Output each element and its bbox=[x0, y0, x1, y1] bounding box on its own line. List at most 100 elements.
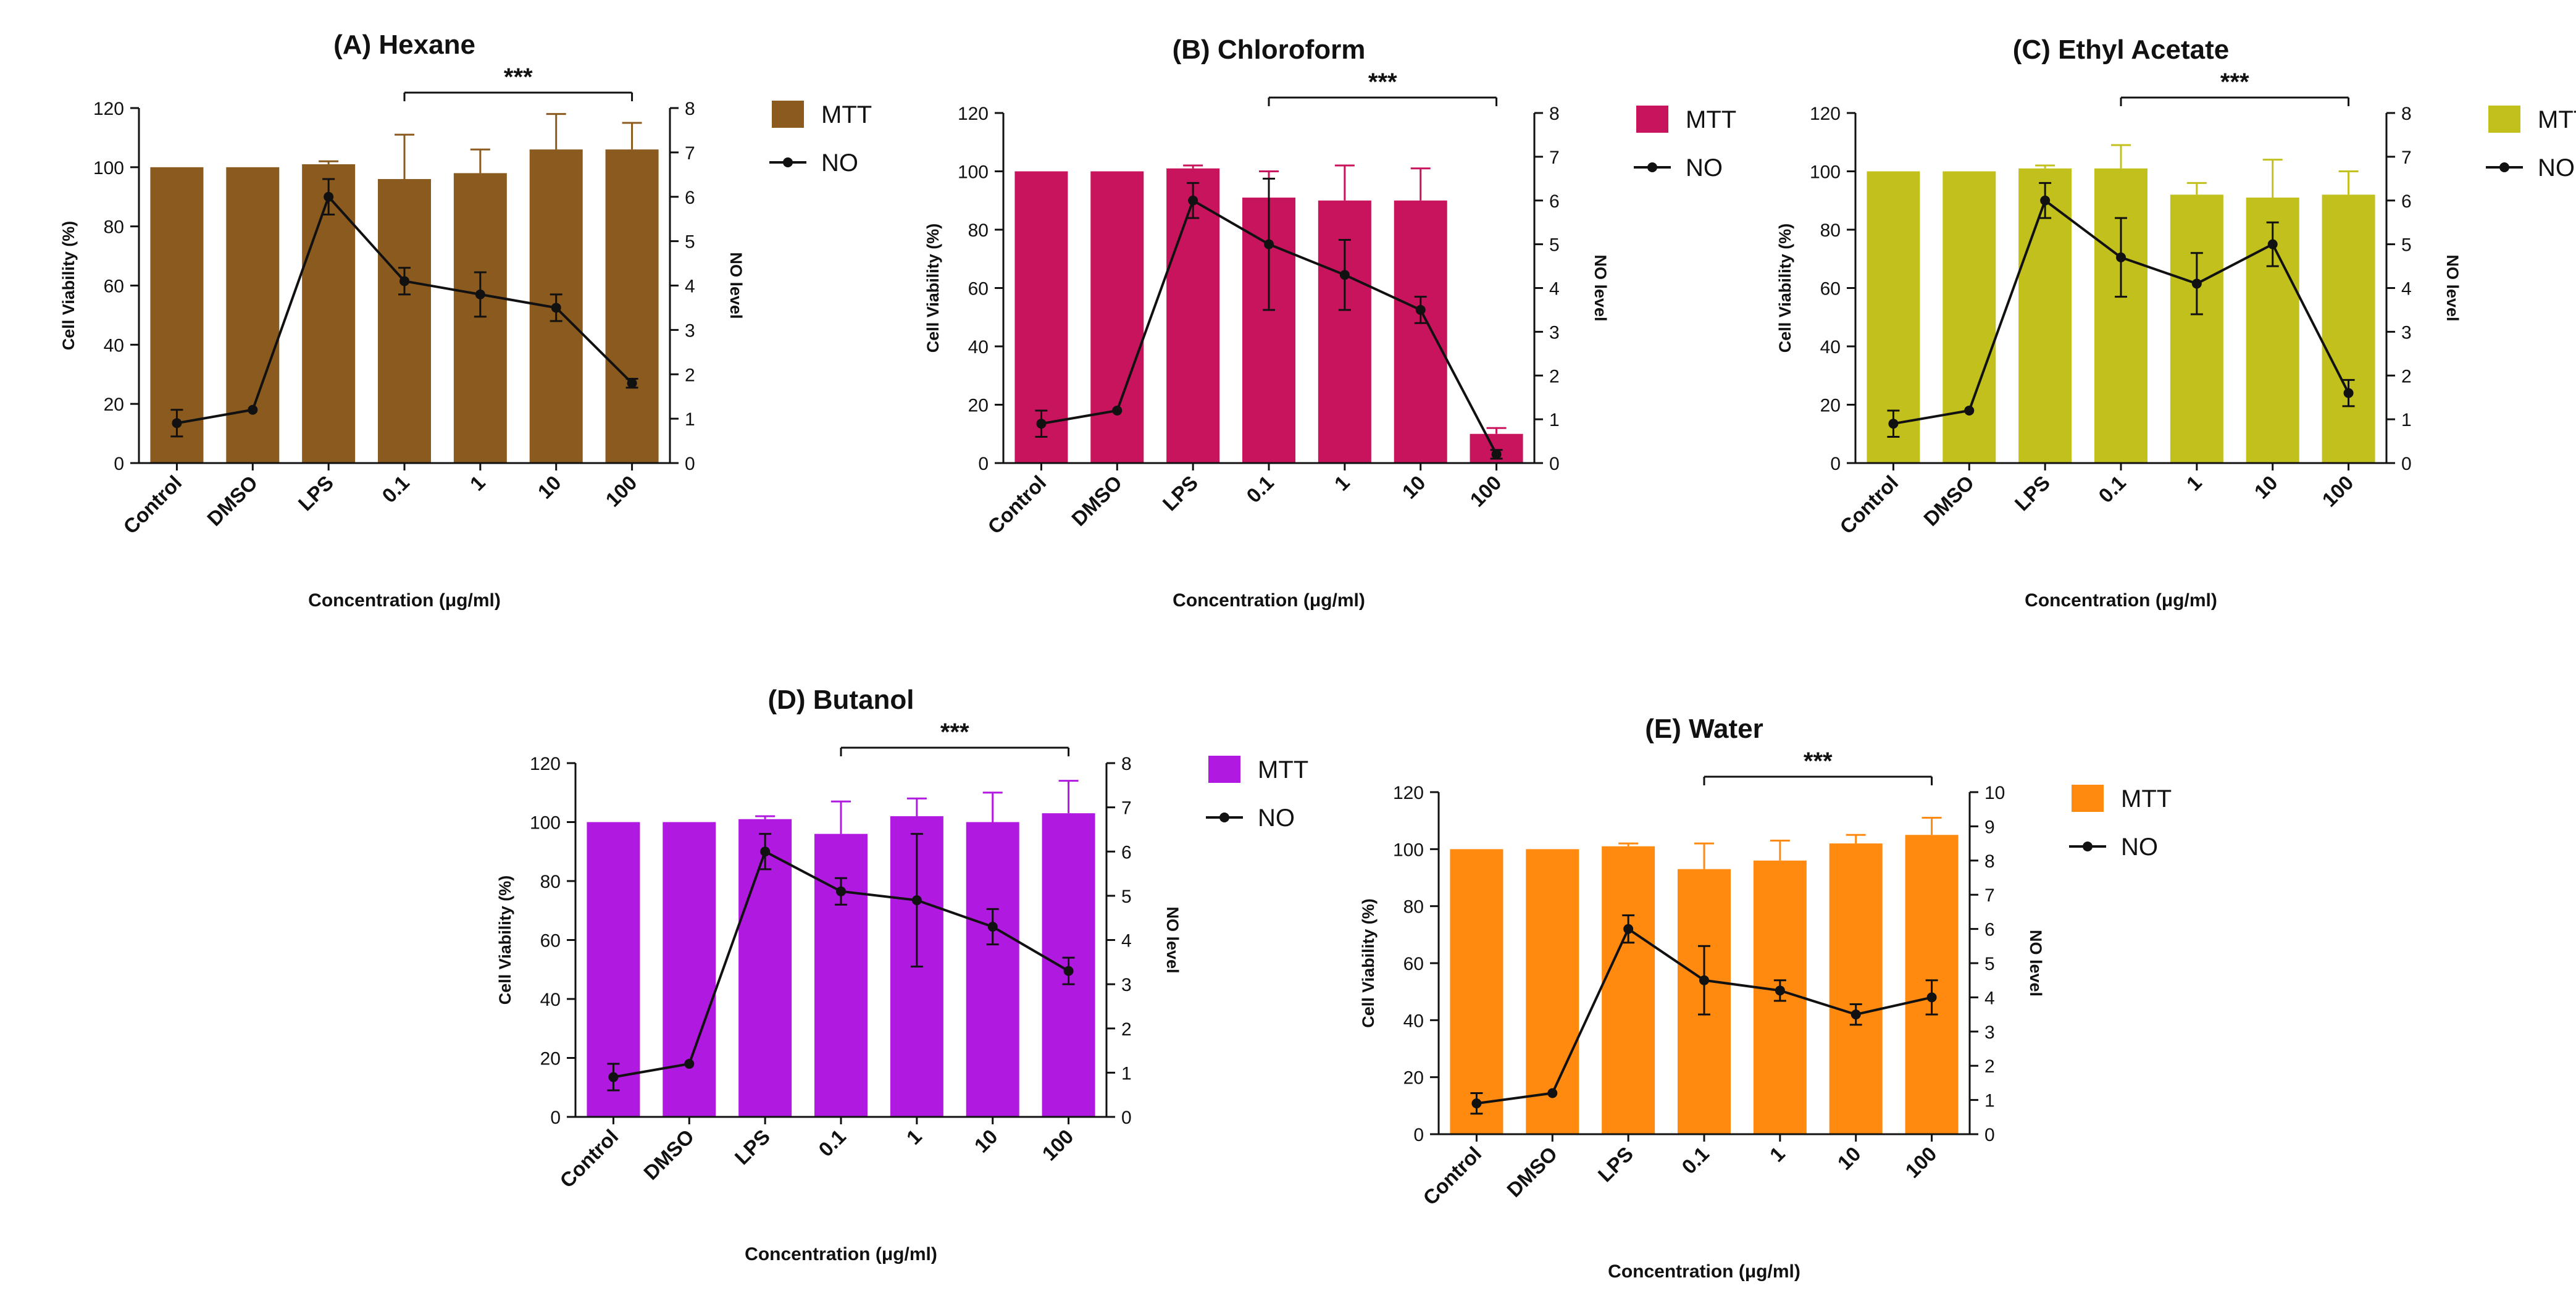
no-point-Control bbox=[608, 1072, 619, 1082]
chart-panel-4: (D) Butanol 0 20 40 60 80 100 120 0 1 2 3 4 5 6 7 8 Contr… bbox=[496, 685, 1308, 1264]
y-tick-label: 40 bbox=[1403, 1011, 1424, 1031]
x-axis-title: Concentration (μg/ml) bbox=[1173, 590, 1365, 611]
chart-panel-5: (E) Water 0 20 40 60 80 100 120 0 1 2 3 4 5 6 7 8 9 10 Cont… bbox=[1359, 714, 2172, 1282]
y-tick-label: 60 bbox=[104, 277, 124, 297]
no-point-100 bbox=[1491, 449, 1502, 459]
y2-tick-label: 8 bbox=[1549, 104, 1560, 124]
y2-tick-label: 5 bbox=[1984, 954, 1995, 974]
y-tick-label: 80 bbox=[540, 872, 561, 892]
legend-label-mtt: MTT bbox=[1686, 106, 1736, 133]
x-category-label: Control bbox=[555, 1125, 622, 1192]
x-category-label: 10 bbox=[970, 1125, 1002, 1157]
legend-label-mtt: MTT bbox=[821, 101, 872, 128]
y2-tick-label: 5 bbox=[2401, 235, 2412, 256]
x-axis-title: Concentration (μg/ml) bbox=[308, 590, 501, 611]
significance-label: *** bbox=[1804, 748, 1833, 775]
y2-tick-label: 7 bbox=[685, 143, 695, 164]
y2-tick-label: 0 bbox=[685, 454, 695, 474]
mtt-bar-100 bbox=[605, 149, 659, 464]
no-point-0.1 bbox=[399, 276, 409, 286]
y2-axis-title: NO level bbox=[727, 252, 745, 319]
x-category-label: 1 bbox=[1330, 471, 1354, 495]
x-category-label: 1 bbox=[2182, 471, 2206, 495]
y-tick-label: 120 bbox=[958, 104, 989, 124]
y-tick-label: 40 bbox=[968, 337, 989, 357]
x-category-label: 100 bbox=[2317, 471, 2357, 511]
no-point-1 bbox=[911, 895, 922, 906]
x-category-label: LPS bbox=[730, 1125, 775, 1169]
legend-label-mtt: MTT bbox=[1258, 756, 1308, 783]
chart-title: (A) Hexane bbox=[333, 30, 475, 60]
no-point-LPS bbox=[1623, 924, 1634, 934]
no-point-LPS bbox=[760, 846, 771, 857]
y-tick-label: 60 bbox=[1820, 279, 1841, 299]
y2-tick-label: 0 bbox=[2401, 454, 2412, 474]
x-category-label: DMSO bbox=[1502, 1142, 1562, 1201]
y2-tick-label: 2 bbox=[1549, 366, 1560, 386]
chart-panel-1: (A) Hexane 0 20 40 60 80 100 120 0 1 2 3 4 5 6 7 8 Contro… bbox=[59, 30, 872, 611]
y2-tick-label: 2 bbox=[1984, 1056, 1995, 1077]
mtt-bar-Control bbox=[1450, 849, 1503, 1134]
legend-label-no: NO bbox=[2121, 834, 2158, 861]
x-category-label: LPS bbox=[294, 471, 338, 516]
y2-tick-label: 3 bbox=[1549, 322, 1560, 343]
y2-tick-label: 5 bbox=[1549, 235, 1560, 256]
x-category-label: 100 bbox=[1037, 1125, 1077, 1165]
y2-tick-label: 0 bbox=[1121, 1108, 1132, 1128]
y2-tick-label: 1 bbox=[2401, 410, 2412, 430]
y2-tick-label: 0 bbox=[1984, 1125, 1995, 1145]
legend-label-no: NO bbox=[2538, 154, 2575, 182]
no-point-1 bbox=[1339, 270, 1350, 280]
y2-tick-label: 1 bbox=[1984, 1091, 1995, 1111]
y2-tick-label: 0 bbox=[1549, 454, 1560, 474]
legend-swatch-mtt bbox=[1636, 106, 1668, 133]
y2-tick-label: 8 bbox=[1121, 754, 1132, 774]
no-point-0.1 bbox=[1699, 975, 1709, 985]
legend-swatch-mtt bbox=[2488, 106, 2520, 133]
legend-swatch-mtt bbox=[1208, 756, 1240, 783]
legend-swatch-mtt bbox=[772, 101, 804, 128]
y2-tick-label: 7 bbox=[2401, 148, 2412, 168]
y-tick-label: 100 bbox=[93, 158, 124, 178]
legend-marker-no bbox=[783, 157, 793, 167]
y-tick-label: 120 bbox=[1393, 783, 1424, 803]
no-point-0.1 bbox=[1264, 239, 1274, 249]
y-tick-label: 120 bbox=[530, 754, 561, 774]
y-axis-title: Cell Viability (%) bbox=[1776, 224, 1794, 353]
y-tick-label: 80 bbox=[104, 217, 124, 238]
x-category-label: 1 bbox=[466, 471, 490, 495]
no-point-Control bbox=[1888, 419, 1899, 429]
legend-marker-no bbox=[1647, 162, 1657, 172]
x-category-label: Control bbox=[1418, 1142, 1486, 1210]
y-axis-title: Cell Viability (%) bbox=[496, 875, 514, 1005]
legend-label-mtt: MTT bbox=[2121, 785, 2172, 813]
y-axis-title: Cell Viability (%) bbox=[59, 221, 78, 351]
y2-tick-label: 6 bbox=[1984, 920, 1995, 940]
mtt-bar-10 bbox=[1394, 200, 1447, 463]
chart-panel-2: (B) Chloroform 0 20 40 60 80 100 120 0 1 2 3 4 5 6 7 8 Co… bbox=[924, 35, 1736, 611]
significance-label: *** bbox=[2220, 69, 2249, 96]
y-tick-label: 20 bbox=[1820, 396, 1841, 416]
no-point-LPS bbox=[324, 191, 334, 202]
no-point-Control bbox=[1036, 419, 1047, 429]
x-category-label: Control bbox=[983, 471, 1050, 538]
legend-label-no: NO bbox=[821, 149, 858, 177]
no-point-DMSO bbox=[1547, 1088, 1558, 1098]
chart-title: (D) Butanol bbox=[767, 685, 914, 715]
no-point-1 bbox=[475, 289, 485, 299]
y2-tick-label: 5 bbox=[685, 232, 695, 253]
y2-axis-title: NO level bbox=[2443, 254, 2462, 321]
y2-tick-label: 7 bbox=[1549, 148, 1560, 168]
x-category-label: Control bbox=[119, 471, 186, 538]
x-category-label: 1 bbox=[902, 1125, 926, 1149]
no-point-10 bbox=[551, 303, 561, 313]
y-tick-label: 0 bbox=[978, 454, 989, 474]
no-point-10 bbox=[1850, 1009, 1861, 1020]
no-point-LPS bbox=[1188, 195, 1198, 206]
x-category-label: 0.1 bbox=[2094, 471, 2130, 508]
y-tick-label: 100 bbox=[530, 813, 561, 834]
y-tick-label: 40 bbox=[1820, 337, 1841, 357]
y2-tick-label: 10 bbox=[1984, 783, 2005, 803]
mtt-bar-LPS bbox=[1602, 846, 1655, 1134]
